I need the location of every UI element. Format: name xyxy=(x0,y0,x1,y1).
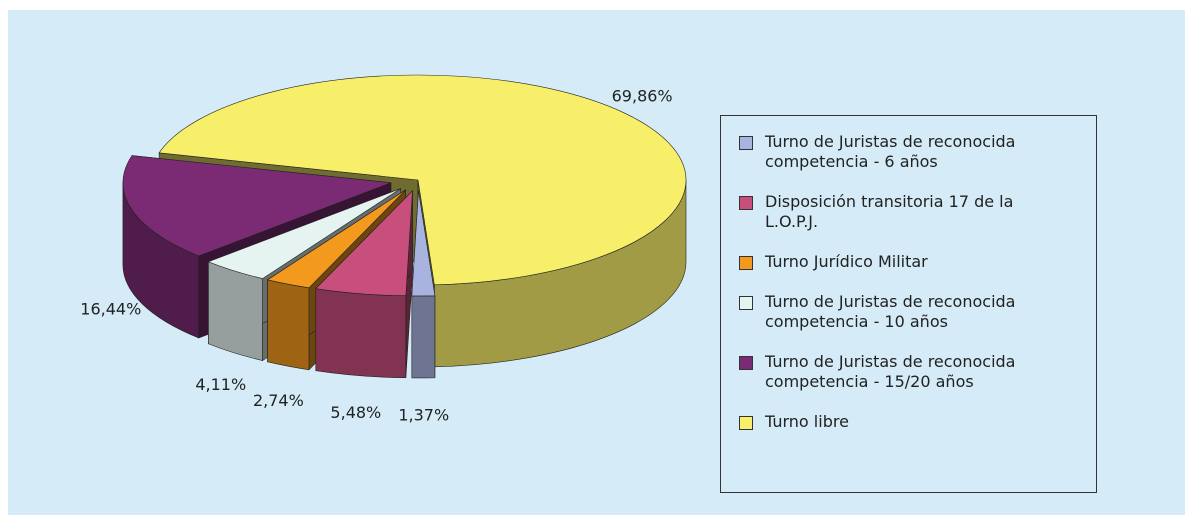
chart: 69,86% 1,37% 5,48% 2,74% 4,11% 16,44% xyxy=(80,74,687,425)
data-label: 1,37% xyxy=(398,406,449,425)
legend-swatch xyxy=(739,256,753,270)
data-label: 4,11% xyxy=(195,375,246,394)
data-label: 69,86% xyxy=(612,86,673,105)
slice-top xyxy=(266,189,406,289)
slice-top xyxy=(122,155,392,257)
legend: Turno de Juristas de reconocida competen… xyxy=(720,115,1097,493)
legend-label: Turno de Juristas de reconocida competen… xyxy=(765,292,1016,331)
pie-slice xyxy=(411,190,436,379)
legend-item: Turno libre xyxy=(739,412,1082,432)
legend-item: Disposición transitoria 17 de la L.O.P.J… xyxy=(739,192,1082,232)
slice-wall xyxy=(315,288,407,379)
slice-wall xyxy=(267,279,310,371)
data-label: 5,48% xyxy=(330,403,381,422)
pie-slice xyxy=(315,189,413,379)
legend-label: Turno libre xyxy=(765,412,849,431)
data-label: 16,44% xyxy=(80,299,141,318)
legend-label: Turno de Juristas de reconocida competen… xyxy=(765,132,1016,171)
slice-wall xyxy=(411,295,436,379)
legend-item: Turno de Juristas de reconocida competen… xyxy=(739,132,1082,172)
legend-label: Turno Jurídico Militar xyxy=(765,252,928,271)
slice-top xyxy=(315,189,413,297)
legend-swatch xyxy=(739,356,753,370)
slice-top xyxy=(207,188,401,279)
legend-swatch xyxy=(739,136,753,150)
slice-top xyxy=(158,74,687,286)
legend-item: Turno Jurídico Militar xyxy=(739,252,1082,272)
legend-item: Turno de Juristas de reconocida competen… xyxy=(739,352,1082,392)
data-label: 2,74% xyxy=(253,391,304,410)
legend-label: Disposición transitoria 17 de la L.O.P.J… xyxy=(765,192,1014,231)
legend-item: Turno de Juristas de reconocida competen… xyxy=(739,292,1082,332)
legend-swatch xyxy=(739,416,753,430)
legend-label: Turno de Juristas de reconocida competen… xyxy=(765,352,1016,391)
legend-swatch xyxy=(739,196,753,210)
slice-top xyxy=(411,190,436,297)
legend-swatch xyxy=(739,296,753,310)
